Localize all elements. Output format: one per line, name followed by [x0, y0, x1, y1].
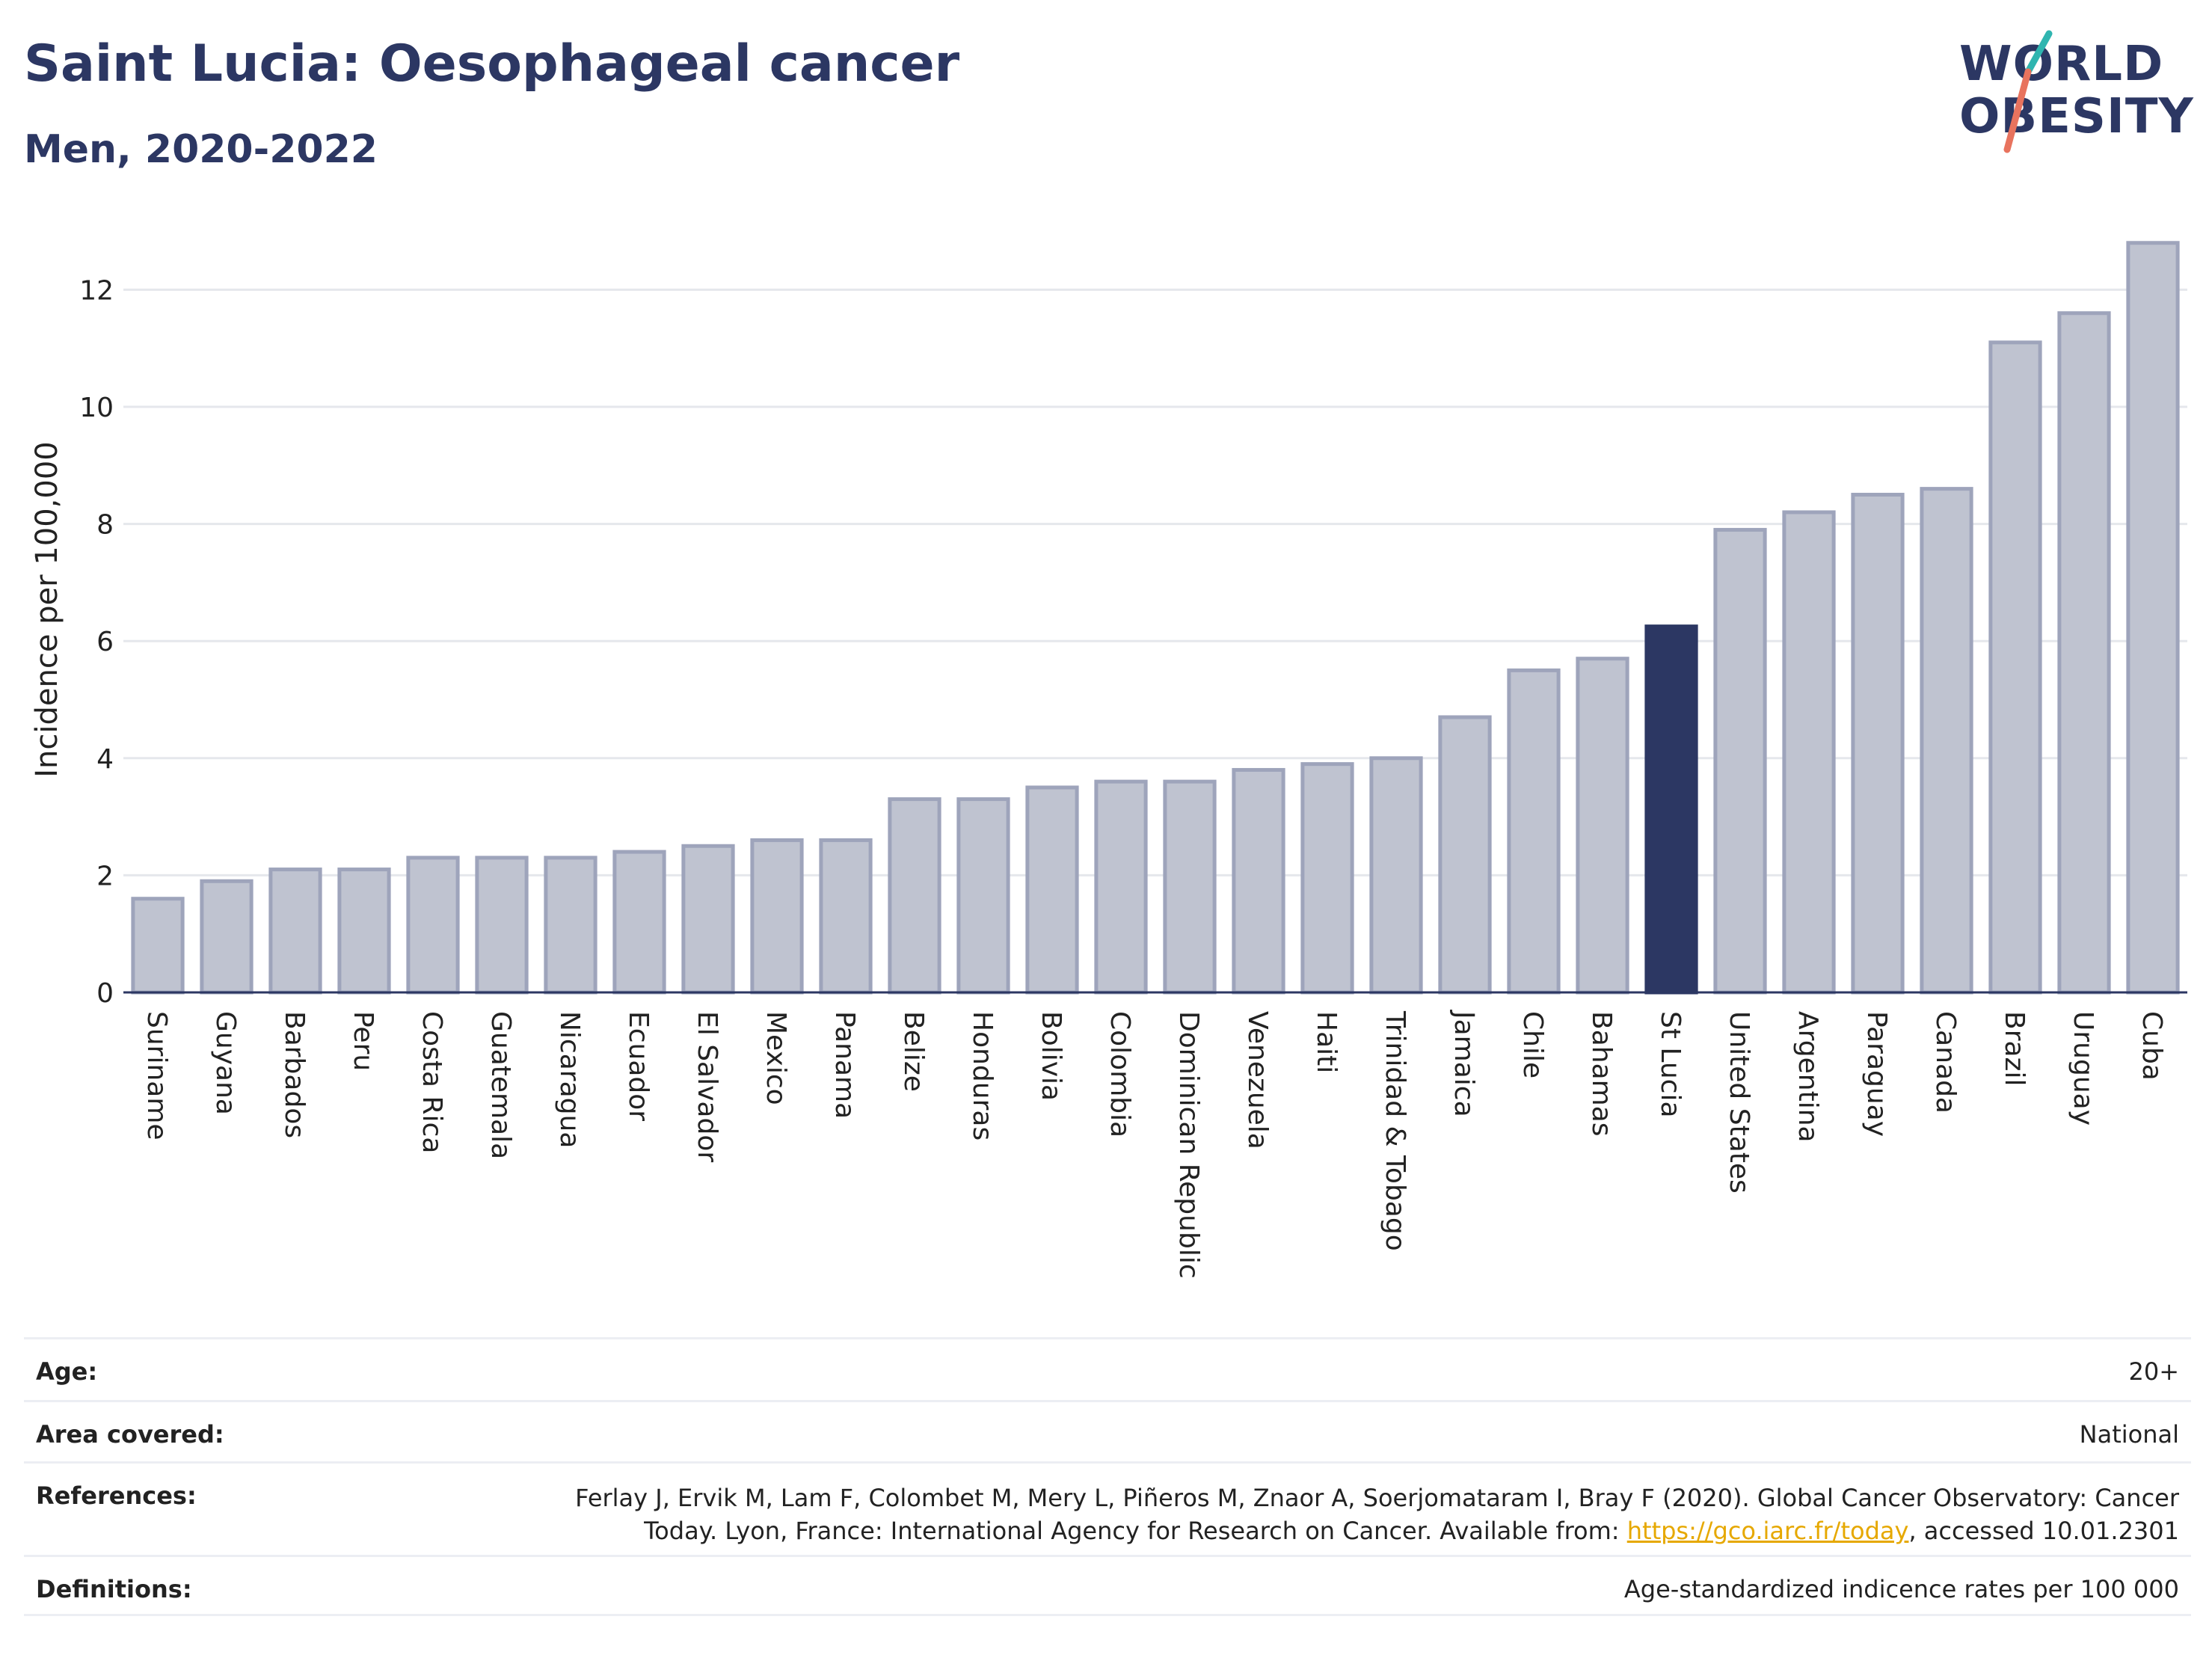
y-tick-label: 2	[96, 861, 114, 891]
x-tick-label: Venezuela	[1242, 1011, 1273, 1149]
bar	[2126, 241, 2180, 995]
x-tick-label: Bolivia	[1036, 1011, 1066, 1101]
x-tick-label: Canada	[1930, 1011, 1961, 1114]
logo-slash-icon	[2003, 30, 2053, 153]
area-label: Area covered:	[36, 1420, 224, 1449]
bar	[888, 797, 941, 995]
bar	[2057, 311, 2111, 995]
logo-line-2: OBESITY	[1959, 89, 2194, 144]
references-line-2: Today. Lyon, France: International Agenc…	[575, 1514, 2179, 1547]
x-tick-label: Panama	[829, 1011, 860, 1119]
x-tick-label: Guyana	[210, 1011, 241, 1115]
bar	[1094, 779, 1148, 995]
bar	[1025, 785, 1079, 995]
x-tick-label: Peru	[348, 1011, 378, 1071]
info-row-age: Age: 20+	[24, 1337, 2191, 1400]
bar	[1300, 762, 1354, 995]
y-tick-label: 10	[79, 393, 114, 423]
info-row-definitions: Definitions: Age-standardized indicence …	[24, 1555, 2191, 1616]
bar	[1782, 510, 1836, 995]
grid-layer	[123, 288, 2187, 876]
x-tick-label: Belize	[898, 1011, 929, 1092]
bar	[1232, 767, 1285, 995]
bar	[337, 868, 391, 995]
bar	[681, 844, 735, 995]
x-tick-label: Uruguay	[2068, 1011, 2098, 1126]
references-link[interactable]: https://gco.iarc.fr/today	[1626, 1517, 1909, 1545]
bar	[750, 838, 804, 995]
bar	[612, 850, 666, 995]
x-tick-label: Suriname	[141, 1011, 172, 1140]
area-value: National	[2079, 1420, 2179, 1449]
references-line-1: Ferlay J, Ervik M, Lam F, Colombet M, Me…	[575, 1484, 2179, 1512]
x-tick-label: Paraguay	[1861, 1011, 1892, 1137]
bar	[1163, 779, 1217, 995]
references-line-2-post: , accessed 10.01.2301	[1908, 1517, 2179, 1545]
bar	[131, 897, 185, 995]
bar	[1369, 756, 1423, 995]
x-tick-label: Bahamas	[1586, 1011, 1617, 1137]
y-tick-label: 0	[96, 978, 114, 1009]
bar	[1713, 527, 1767, 995]
y-axis-label: Incidence per 100,000	[30, 441, 64, 778]
definitions-label: Definitions:	[36, 1575, 192, 1603]
bar	[1438, 715, 1492, 995]
x-tick-label: Haiti	[1311, 1011, 1342, 1073]
x-tick-label: Dominican Republic	[1173, 1011, 1204, 1279]
age-label: Age:	[36, 1357, 98, 1386]
y-tick-label: 4	[96, 744, 114, 775]
info-table: Age: 20+ Area covered: National Referenc…	[24, 1337, 2191, 1616]
definitions-value: Age-standardized indicence rates per 100…	[1623, 1575, 2179, 1603]
x-tick-label: El Salvador	[692, 1011, 722, 1162]
x-tick-label: Colombia	[1105, 1011, 1135, 1137]
x-tick-label: Costa Rica	[417, 1011, 447, 1153]
bars-layer	[131, 241, 2180, 995]
x-tick-labels: Suriname Guyana Barbados Peru Costa Rica Guat…	[141, 1010, 2167, 1279]
x-tick-label: Honduras	[967, 1011, 998, 1140]
bar	[200, 879, 254, 995]
world-obesity-logo: WORLD OBESITY	[1944, 30, 2194, 157]
x-tick-label: Jamaica	[1448, 1010, 1479, 1117]
references-line-2-pre: Today. Lyon, France: International Agenc…	[644, 1517, 1627, 1545]
info-row-area: Area covered: National	[24, 1400, 2191, 1461]
x-tick-label: Nicaragua	[554, 1011, 585, 1148]
x-tick-label: Ecuador	[623, 1011, 654, 1121]
axis-layer: 0 2 4 6 8 10 12	[79, 275, 2187, 1009]
age-value: 20+	[2128, 1357, 2179, 1386]
logo-line-1: WORLD	[1959, 37, 2164, 92]
bar	[956, 797, 1010, 995]
references-value: Ferlay J, Ervik M, Lam F, Colombet M, Me…	[575, 1481, 2179, 1547]
chart-title: Saint Lucia: Oesophageal cancer	[24, 34, 960, 93]
bar	[1988, 340, 2042, 995]
bar	[1507, 668, 1561, 995]
bar	[1920, 487, 1973, 995]
x-tick-label: Trinidad & Tobago	[1380, 1010, 1410, 1251]
bar	[268, 868, 322, 995]
bar	[475, 856, 529, 995]
bar	[544, 856, 597, 995]
x-tick-label: Brazil	[1999, 1011, 2030, 1086]
bar	[1576, 657, 1629, 995]
x-tick-label: Argentina	[1792, 1011, 1823, 1143]
bar	[819, 838, 873, 995]
x-tick-label: St Lucia	[1655, 1011, 1686, 1118]
x-tick-label: Chile	[1517, 1011, 1548, 1078]
x-tick-label: Mexico	[761, 1011, 791, 1105]
x-tick-label: Cuba	[2136, 1011, 2167, 1081]
info-row-references: References: Ferlay J, Ervik M, Lam F, Co…	[24, 1461, 2191, 1555]
x-tick-label: Guatemala	[485, 1011, 516, 1159]
x-tick-label: Barbados	[279, 1011, 310, 1138]
bar-chart: 0 2 4 6 8 10 12 Suriname Guyana Barbados Peru Cost…	[30, 241, 2187, 1279]
y-tick-label: 12	[79, 275, 114, 306]
chart-subtitle: Men, 2020-2022	[24, 127, 378, 172]
bar	[406, 856, 460, 995]
x-tick-label: United States	[1724, 1011, 1754, 1194]
y-tick-label: 8	[96, 510, 114, 541]
bar	[1851, 492, 1905, 995]
references-label: References:	[36, 1481, 197, 1510]
bar-highlighted	[1644, 624, 1698, 995]
y-tick-label: 6	[96, 627, 114, 657]
